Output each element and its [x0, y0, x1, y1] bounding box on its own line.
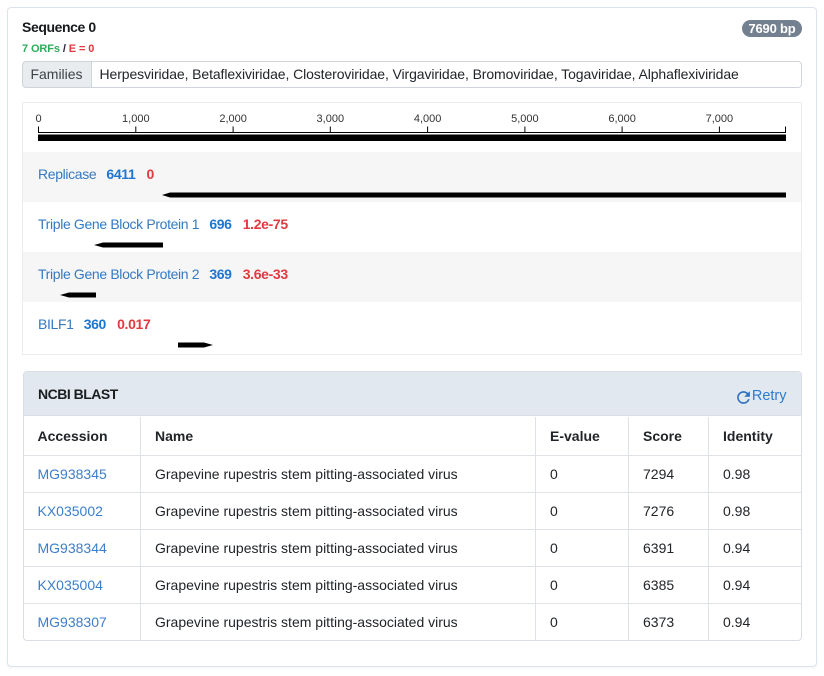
svg-text:4,000: 4,000: [414, 113, 442, 125]
svg-text:1,000: 1,000: [122, 113, 150, 125]
svg-text:0: 0: [35, 113, 41, 125]
svg-text:6,000: 6,000: [608, 113, 636, 125]
svg-text:2,000: 2,000: [219, 113, 247, 125]
svg-text:3,000: 3,000: [317, 113, 345, 125]
svg-text:5,000: 5,000: [511, 113, 539, 125]
svg-text:7,000: 7,000: [706, 113, 734, 125]
